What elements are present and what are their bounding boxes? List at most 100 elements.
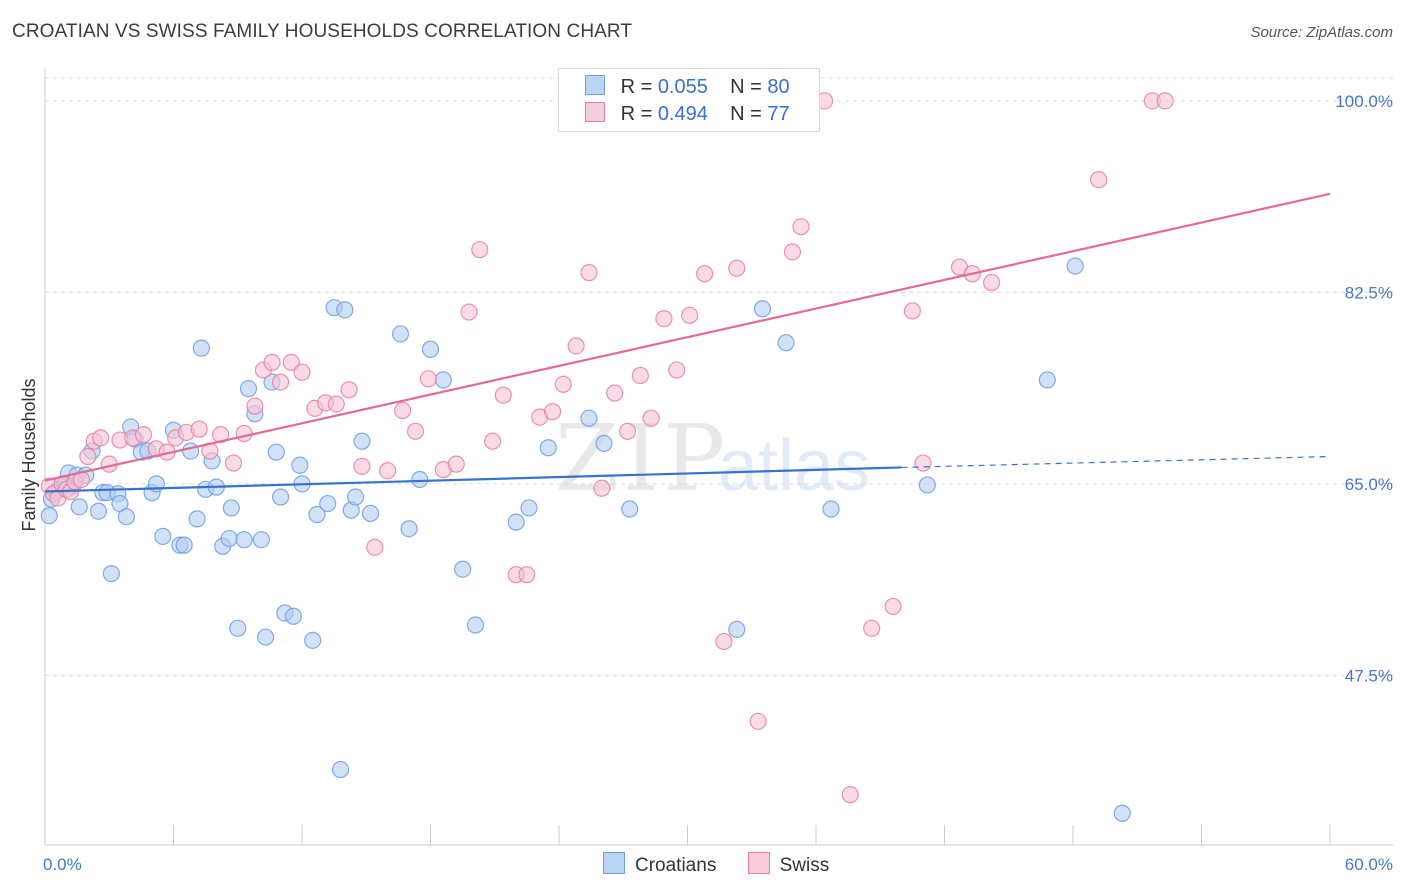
swiss-point	[471, 241, 489, 259]
x-tick-min: 0.0%	[43, 855, 82, 874]
croatians-trend-line	[44, 466, 902, 493]
croatians-point	[304, 631, 322, 649]
croatians-point	[229, 619, 247, 637]
croatians-point	[411, 470, 429, 489]
croatians-point	[580, 409, 598, 427]
swiss-point	[79, 447, 97, 466]
axes	[44, 68, 1393, 846]
legend-swatch-pink	[585, 102, 605, 122]
swiss-point	[863, 619, 881, 637]
correlation-legend: R = 0.055 N = 80 R = 0.494 N = 77	[558, 68, 820, 132]
swiss-point	[224, 454, 243, 472]
legend-item-croatians[interactable]: Croatians	[603, 852, 716, 877]
swiss-point	[293, 363, 311, 381]
croatians-point	[70, 498, 88, 516]
swiss-point	[681, 306, 699, 324]
swiss-point	[246, 397, 264, 415]
legend-item-swiss[interactable]: Swiss	[747, 852, 829, 877]
croatians-point	[421, 340, 440, 358]
swiss-point	[783, 243, 802, 261]
swiss-point	[593, 479, 611, 497]
source-label: Source: ZipAtlas.com	[1250, 24, 1393, 41]
croatians-point	[336, 301, 354, 319]
croatians-point	[466, 616, 485, 634]
croatians-point	[621, 500, 639, 518]
swiss-point	[606, 384, 624, 402]
y-tick-label: 100.0%	[1335, 92, 1393, 111]
n-value-croatians: 80	[767, 76, 790, 98]
n-value-swiss: 77	[767, 103, 790, 125]
croatians-point	[192, 339, 210, 357]
croatians-point	[918, 476, 936, 494]
croatians-point	[1038, 371, 1056, 389]
croatians-point	[391, 325, 410, 343]
swiss-point	[983, 273, 1001, 292]
swiss-point	[447, 455, 465, 473]
croatians-point	[182, 442, 200, 460]
swiss-point	[841, 786, 859, 804]
swiss-point	[406, 422, 425, 440]
trend-lines	[44, 192, 1331, 493]
swiss-point	[340, 381, 358, 399]
swiss-point	[1156, 92, 1174, 110]
croatians-swatch	[603, 852, 625, 874]
swiss-point	[379, 462, 397, 480]
swiss-point	[353, 457, 371, 475]
legend-row-croatians: R = 0.055 N = 80	[585, 75, 790, 101]
swiss-point	[914, 454, 932, 472]
croatians-point	[239, 380, 258, 398]
y-axis-label: Family Households	[19, 378, 39, 531]
croatians-point	[220, 529, 238, 548]
r-value-swiss: 0.494	[657, 103, 708, 125]
swiss-point	[518, 566, 536, 584]
croatians-point	[222, 499, 240, 517]
croatians-point	[822, 500, 840, 518]
swiss-point	[631, 366, 649, 385]
swiss-point	[394, 401, 412, 420]
swiss-point	[212, 426, 230, 444]
croatians-point	[434, 371, 452, 389]
swiss-point	[618, 422, 637, 440]
r-value-croatians: 0.055	[657, 76, 708, 98]
swiss-point	[92, 429, 110, 447]
swiss-point	[366, 538, 384, 556]
swiss-point	[494, 386, 512, 404]
croatians-point	[1113, 804, 1131, 822]
legend-swatch-blue	[585, 75, 605, 95]
chart-title: CROATIAN VS SWISS FAMILY HOUSEHOLDS CORR…	[12, 21, 633, 42]
croatians-point	[520, 499, 538, 517]
croatians-point	[267, 443, 285, 461]
croatians-point	[117, 508, 135, 526]
croatians-point	[256, 628, 275, 646]
swiss-point	[1090, 171, 1108, 189]
swiss-point	[884, 597, 902, 616]
croatians-point	[507, 513, 525, 531]
swiss-point	[792, 218, 810, 236]
croatians-point	[252, 531, 270, 549]
swiss-trend-line	[44, 192, 1331, 482]
croatians-point	[454, 560, 472, 578]
croatians-trend-line-extension	[901, 455, 1331, 469]
croatians-point	[89, 502, 108, 520]
croatians-point	[353, 432, 371, 450]
swiss-point	[190, 420, 208, 438]
swiss-point	[554, 375, 572, 393]
swiss-point	[580, 264, 598, 282]
swiss-point	[903, 302, 921, 320]
swiss-point	[460, 303, 478, 321]
croatians-point	[271, 488, 290, 506]
croatians-point	[291, 456, 309, 474]
croatians-point	[284, 607, 303, 625]
swiss-point	[655, 310, 673, 328]
swiss-point	[749, 712, 767, 730]
swiss-point	[668, 361, 686, 379]
swiss-point	[484, 432, 502, 450]
legend-row-swiss: R = 0.494 N = 77	[585, 102, 790, 128]
swiss-point	[235, 424, 253, 443]
y-tick-label: 82.5%	[1345, 283, 1393, 302]
swiss-point	[263, 353, 281, 371]
swiss-point	[327, 395, 345, 413]
swiss-point	[567, 337, 585, 355]
swiss-point	[728, 259, 746, 277]
croatians-point	[728, 620, 746, 639]
